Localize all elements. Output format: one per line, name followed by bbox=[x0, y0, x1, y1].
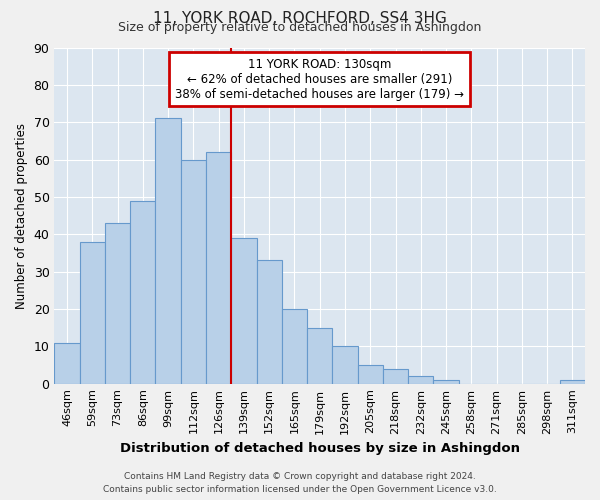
Text: Contains HM Land Registry data © Crown copyright and database right 2024.
Contai: Contains HM Land Registry data © Crown c… bbox=[103, 472, 497, 494]
Bar bbox=[231, 238, 257, 384]
Bar bbox=[433, 380, 458, 384]
Bar bbox=[257, 260, 282, 384]
Bar bbox=[560, 380, 585, 384]
Bar bbox=[307, 328, 332, 384]
Bar bbox=[332, 346, 358, 384]
Bar bbox=[181, 160, 206, 384]
Bar bbox=[206, 152, 231, 384]
Bar bbox=[80, 242, 105, 384]
Text: 11 YORK ROAD: 130sqm
← 62% of detached houses are smaller (291)
38% of semi-deta: 11 YORK ROAD: 130sqm ← 62% of detached h… bbox=[175, 58, 464, 100]
Bar bbox=[130, 200, 155, 384]
Bar bbox=[358, 365, 383, 384]
Bar bbox=[105, 223, 130, 384]
Y-axis label: Number of detached properties: Number of detached properties bbox=[15, 122, 28, 308]
Bar bbox=[282, 309, 307, 384]
Text: 11, YORK ROAD, ROCHFORD, SS4 3HG: 11, YORK ROAD, ROCHFORD, SS4 3HG bbox=[153, 11, 447, 26]
Bar bbox=[55, 342, 80, 384]
Bar bbox=[408, 376, 433, 384]
Text: Size of property relative to detached houses in Ashingdon: Size of property relative to detached ho… bbox=[118, 21, 482, 34]
Bar bbox=[383, 368, 408, 384]
X-axis label: Distribution of detached houses by size in Ashingdon: Distribution of detached houses by size … bbox=[120, 442, 520, 455]
Bar bbox=[155, 118, 181, 384]
